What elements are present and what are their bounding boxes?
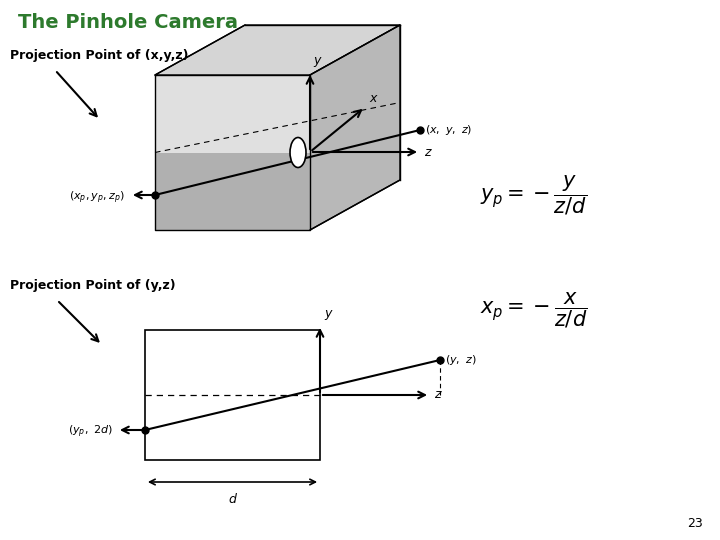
Text: $(x_p,y_p,z_p)$: $(x_p,y_p,z_p)$ (69, 190, 125, 206)
Text: 23: 23 (688, 517, 703, 530)
Text: $x$: $x$ (369, 92, 379, 105)
Polygon shape (155, 152, 310, 230)
Text: $z$: $z$ (434, 388, 443, 402)
Ellipse shape (290, 138, 306, 167)
Text: $y$: $y$ (324, 308, 334, 322)
Text: $(y_p,\ 2d)$: $(y_p,\ 2d)$ (68, 424, 113, 440)
Text: $x_p = -\dfrac{x}{z/d}$: $x_p = -\dfrac{x}{z/d}$ (480, 290, 588, 330)
Text: $y_p = -\dfrac{y}{z/d}$: $y_p = -\dfrac{y}{z/d}$ (480, 173, 588, 217)
Text: Projection Point of (y,z): Projection Point of (y,z) (10, 279, 176, 292)
Polygon shape (310, 25, 400, 230)
Polygon shape (155, 75, 310, 152)
Text: Projection Point of (x,y,z): Projection Point of (x,y,z) (10, 49, 189, 62)
Text: $d$: $d$ (228, 492, 238, 506)
Bar (145, 330, 320, 460)
Polygon shape (155, 25, 400, 75)
Text: $y$: $y$ (313, 55, 323, 69)
Text: The Pinhole Camera: The Pinhole Camera (18, 12, 238, 31)
Text: $(x,\ y,\ z)$: $(x,\ y,\ z)$ (425, 123, 472, 137)
Text: $(y,\ z)$: $(y,\ z)$ (445, 353, 477, 367)
Text: $z$: $z$ (424, 145, 433, 159)
